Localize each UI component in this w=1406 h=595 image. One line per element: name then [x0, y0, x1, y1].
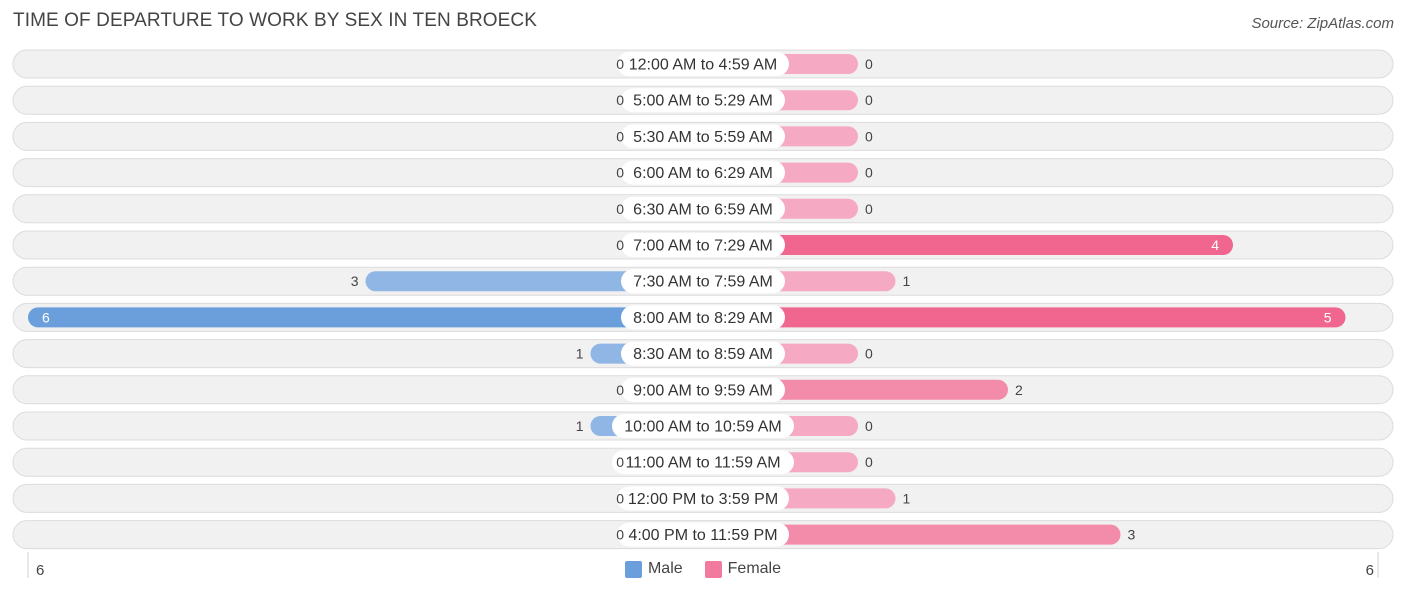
value-label-female: 0	[865, 56, 873, 72]
value-label-male: 0	[616, 527, 624, 543]
category-label-pill	[621, 124, 785, 149]
value-label-female: 5	[1324, 309, 1332, 325]
value-label-female: 0	[865, 346, 873, 362]
category-label-pill	[617, 522, 789, 547]
legend-label-female: Female	[727, 560, 782, 577]
value-label-male: 0	[616, 237, 624, 253]
chart-title: TIME OF DEPARTURE TO WORK BY SEX IN TEN …	[13, 10, 538, 31]
value-label-male: 1	[576, 346, 584, 362]
bar-female	[703, 235, 1233, 255]
category-label-pill	[621, 269, 785, 294]
category-label: 4:00 PM to 11:59 PM	[628, 527, 777, 544]
value-label-male: 0	[616, 454, 624, 470]
value-label-female: 1	[903, 273, 911, 289]
value-label-male: 0	[616, 92, 624, 108]
value-label-female: 0	[865, 201, 873, 217]
value-label-male: 0	[616, 56, 624, 72]
bar-female	[703, 524, 1121, 545]
legend-item-female: Female	[704, 560, 782, 578]
value-label-female: 0	[865, 92, 873, 108]
source-note: Source: ZipAtlas.com	[1251, 15, 1394, 32]
value-label-male: 6	[42, 309, 50, 325]
value-label-female: 1	[903, 490, 911, 506]
category-label-pill	[621, 377, 785, 402]
axis-right-label: 6	[1365, 562, 1374, 579]
value-label-female: 2	[1015, 382, 1023, 398]
category-label: 12:00 PM to 3:59 PM	[628, 491, 778, 508]
value-label-female: 3	[1128, 527, 1136, 543]
value-label-female: 4	[1211, 237, 1219, 253]
value-label-male: 1	[576, 418, 584, 434]
value-label-male: 0	[616, 201, 624, 217]
category-label-pill	[612, 450, 794, 475]
category-label: 9:00 AM to 9:59 AM	[633, 382, 773, 399]
category-label-pill	[621, 196, 785, 221]
category-label: 8:00 AM to 8:29 AM	[633, 310, 773, 327]
category-label-pill	[621, 305, 785, 330]
category-label: 6:00 AM to 6:29 AM	[633, 165, 773, 182]
value-label-male: 0	[616, 490, 624, 506]
category-label: 5:30 AM to 5:59 AM	[633, 129, 773, 146]
category-label-pill	[612, 414, 794, 438]
category-label: 7:00 AM to 7:29 AM	[633, 238, 773, 255]
legend: Male Female	[0, 560, 1406, 578]
category-label-pill	[621, 88, 785, 113]
bar-female	[703, 307, 1346, 328]
category-label: 11:00 AM to 11:59 AM	[625, 455, 780, 472]
value-label-female: 0	[865, 128, 873, 144]
category-label: 7:30 AM to 7:59 AM	[633, 274, 773, 291]
bar-male	[28, 307, 703, 328]
value-label-male: 0	[616, 382, 624, 398]
value-label-male: 0	[616, 128, 624, 144]
category-label-pill	[617, 52, 789, 76]
category-label: 10:00 AM to 10:59 AM	[624, 419, 781, 436]
value-label-male: 0	[616, 165, 624, 181]
category-label: 8:30 AM to 8:59 AM	[633, 346, 773, 363]
value-label-female: 0	[865, 454, 873, 470]
legend-label-male: Male	[647, 560, 683, 577]
category-label-pill	[617, 486, 789, 511]
legend-swatch-female	[704, 560, 722, 578]
category-label: 5:00 AM to 5:29 AM	[633, 93, 773, 110]
category-label-pill	[621, 160, 785, 185]
value-label-female: 0	[865, 418, 873, 434]
category-label-pill	[621, 341, 785, 366]
legend-item-male: Male	[624, 560, 683, 578]
bar-male	[365, 271, 703, 292]
axis-left-label: 6	[36, 562, 45, 579]
legend-swatch-male	[624, 560, 642, 578]
category-label: 12:00 AM to 4:59 AM	[629, 57, 778, 74]
value-label-female: 0	[865, 165, 873, 181]
category-label-pill	[621, 233, 785, 257]
value-label-male: 3	[351, 273, 359, 289]
category-label: 6:30 AM to 6:59 AM	[633, 201, 773, 218]
